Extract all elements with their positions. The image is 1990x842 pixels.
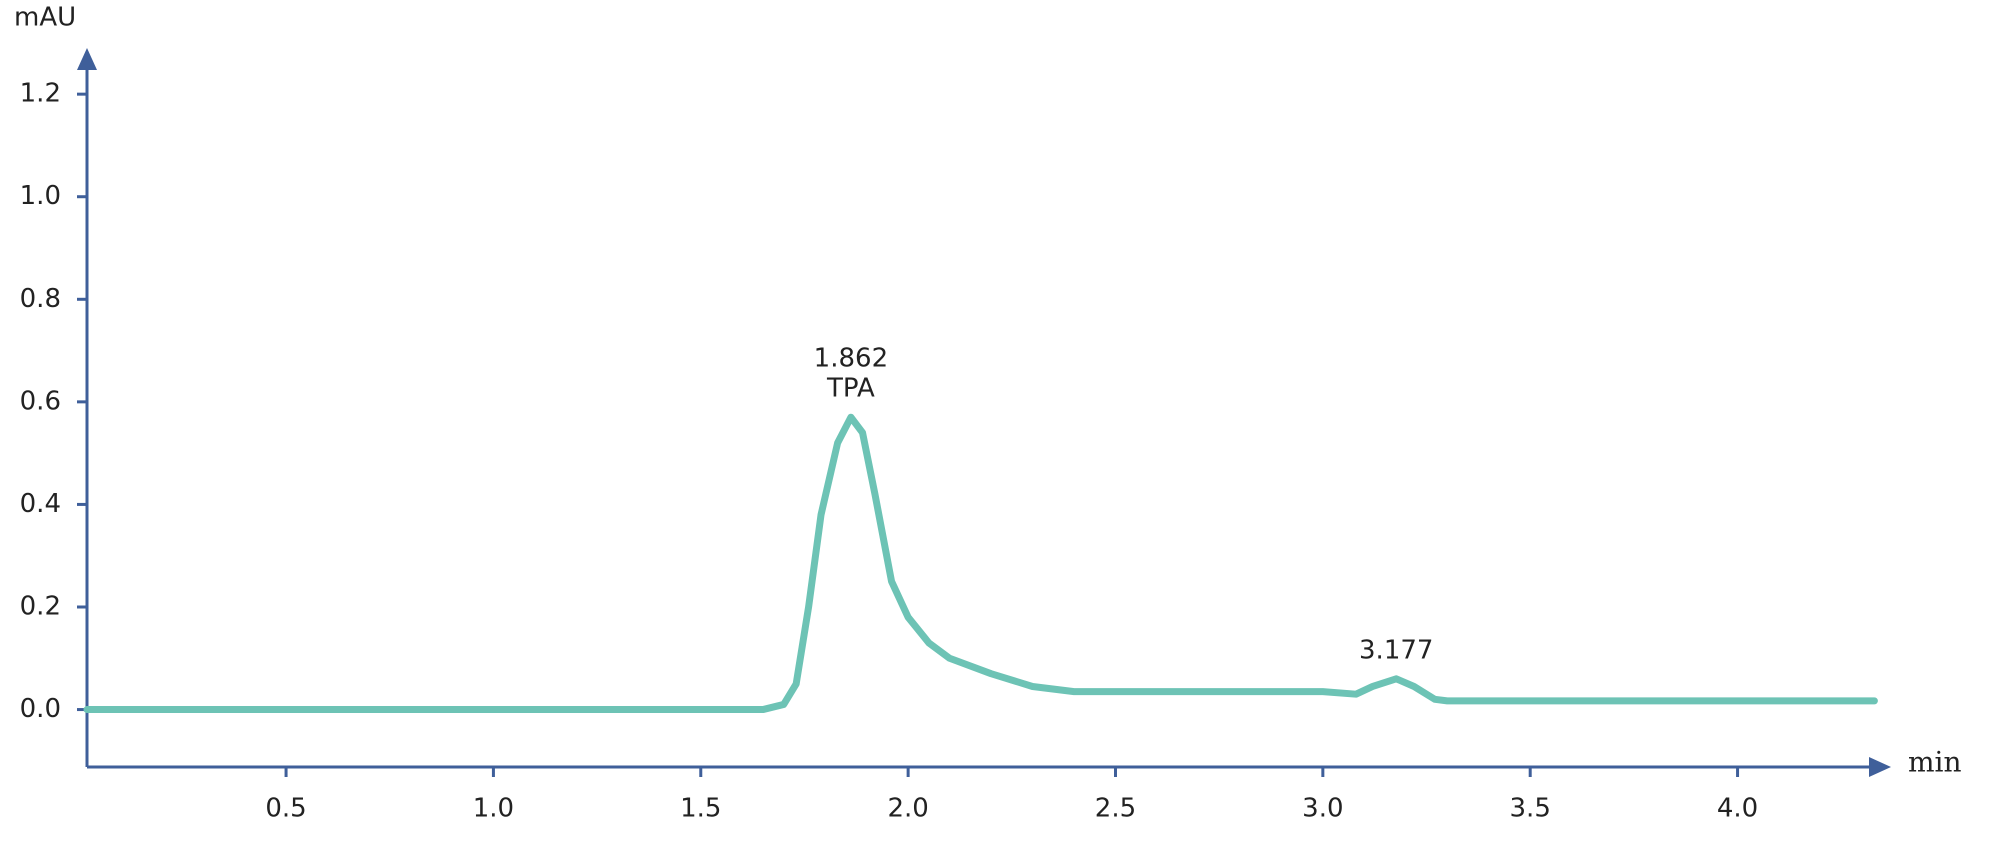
x-tick-label: 2.0 xyxy=(887,794,928,824)
y-tick-label: 0.4 xyxy=(20,489,61,519)
x-tick-label: 3.0 xyxy=(1302,794,1343,824)
x-axis-arrow xyxy=(1869,757,1891,777)
y-tick-label: 0.2 xyxy=(20,591,61,621)
x-tick-label: 0.5 xyxy=(265,794,306,824)
y-tick-label: 0.8 xyxy=(20,284,61,314)
x-tick-label: 4.0 xyxy=(1717,794,1758,824)
peak-time-label: 3.177 xyxy=(1359,635,1433,665)
x-tick-label: 1.5 xyxy=(680,794,721,824)
x-tick-label: 1.0 xyxy=(473,794,514,824)
y-tick-label: 0.6 xyxy=(20,386,61,416)
y-tick-label: 0.0 xyxy=(20,694,61,724)
x-tick-label: 2.5 xyxy=(1095,794,1136,824)
peak-name-label: TPA xyxy=(826,374,875,404)
y-tick-label: 1.0 xyxy=(20,181,61,211)
trace-line xyxy=(83,413,1878,714)
y-axis-arrow xyxy=(77,48,97,70)
y-axis-label: mAU xyxy=(14,3,76,33)
x-tick-label: 3.5 xyxy=(1510,794,1551,824)
x-axis-label: min xyxy=(1908,746,1962,779)
peak-time-label: 1.862 xyxy=(814,344,888,374)
y-tick-label: 1.2 xyxy=(20,79,61,109)
